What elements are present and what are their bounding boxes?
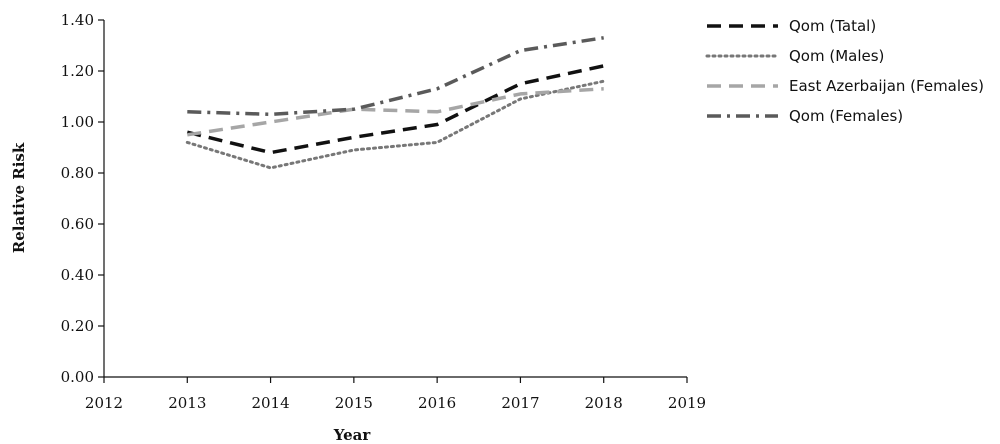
plot-frame (103, 20, 687, 378)
legend-label-4: Qom (Females) (789, 107, 903, 125)
legend-label-1: Qom (Tatal) (789, 17, 876, 35)
legend-label-3: East Azerbaijan (Females) (789, 77, 984, 95)
y-tick-label: 1.20 (61, 62, 94, 80)
series-line-3 (187, 87, 604, 137)
y-axis-ticks: 0.00 0.20 0.40 0.60 0.80 1.00 1.20 1.40 (61, 11, 104, 386)
y-tick-label: 1.40 (61, 11, 94, 29)
y-tick-label: 1.00 (61, 113, 94, 131)
legend-label-2: Qom (Males) (789, 47, 884, 65)
y-tick-label: 0.20 (61, 317, 94, 335)
x-axis-title: Year (333, 426, 372, 444)
x-tick-label: 2017 (501, 394, 539, 412)
x-tick-label: 2012 (85, 394, 123, 412)
series-line-4 (187, 36, 604, 117)
x-tick-label: 2013 (168, 394, 206, 412)
x-tick-label: 2014 (251, 394, 289, 412)
y-tick-label: 0.40 (61, 266, 94, 284)
y-tick-label: 0.80 (61, 164, 94, 182)
series-line-1 (186, 64, 605, 155)
y-axis-title: Relative Risk (10, 142, 28, 253)
y-tick-label: 0.00 (61, 368, 94, 386)
series-lines (185, 36, 606, 170)
series-line-2 (185, 79, 606, 170)
x-axis-ticks: 2012 2013 2014 2015 2016 2017 2018 2019 (85, 377, 706, 412)
x-tick-label: 2018 (585, 394, 623, 412)
x-tick-label: 2019 (668, 394, 706, 412)
legend: Qom (Tatal) Qom (Males) East Azerbaijan (F… (705, 17, 984, 125)
y-tick-label: 0.60 (61, 215, 94, 233)
x-tick-label: 2016 (418, 394, 456, 412)
x-tick-label: 2015 (335, 394, 373, 412)
